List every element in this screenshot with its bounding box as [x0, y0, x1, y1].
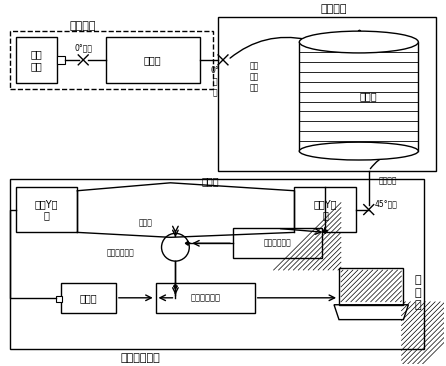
Text: 固定管: 固定管: [201, 176, 219, 186]
Bar: [218, 17, 436, 171]
Text: 对: 对: [213, 77, 217, 86]
Bar: [233, 228, 322, 258]
Text: 计
算
机: 计 算 机: [415, 276, 421, 310]
FancyArrowPatch shape: [230, 37, 306, 58]
Text: 0°熔接: 0°熔接: [74, 44, 92, 52]
Bar: [10, 179, 424, 350]
FancyArrow shape: [173, 283, 178, 289]
Text: 被测光纤: 被测光纤: [321, 4, 347, 14]
Text: 第一Y波
导: 第一Y波 导: [314, 199, 337, 220]
Bar: [62, 283, 116, 313]
Text: 光纤盘: 光纤盘: [360, 92, 378, 101]
Bar: [57, 296, 62, 302]
Text: 外侧尾纤: 外侧尾纤: [379, 176, 397, 185]
Bar: [294, 187, 356, 232]
Bar: [16, 187, 77, 232]
Text: 相关检测电路: 相关检测电路: [190, 293, 220, 302]
Text: 轴: 轴: [213, 88, 217, 97]
Text: 起偏器: 起偏器: [144, 55, 161, 65]
Ellipse shape: [299, 142, 418, 160]
Text: 第二Y波
导: 第二Y波 导: [35, 199, 58, 220]
Text: 非平衡干涉仪: 非平衡干涉仪: [121, 353, 161, 363]
Bar: [16, 37, 58, 83]
Text: 扫描臂: 扫描臂: [139, 218, 153, 227]
Text: 45°对轴: 45°对轴: [375, 199, 397, 208]
FancyArrow shape: [186, 241, 190, 245]
Text: 缠绕
内侧
尾纤: 缠绕 内侧 尾纤: [250, 61, 259, 92]
FancyArrow shape: [322, 227, 328, 234]
Bar: [58, 56, 66, 64]
Bar: [10, 31, 213, 89]
Text: 探测器: 探测器: [79, 293, 97, 303]
Text: 光程扫描装置: 光程扫描装置: [107, 249, 135, 258]
Bar: [106, 37, 200, 83]
Bar: [156, 283, 255, 313]
Ellipse shape: [299, 31, 418, 53]
Bar: [339, 268, 404, 305]
Polygon shape: [341, 270, 401, 302]
Text: 宽谱
光源: 宽谱 光源: [31, 49, 42, 71]
Text: 光源模块: 光源模块: [70, 21, 96, 31]
Text: 0°: 0°: [211, 66, 219, 75]
Text: 方波发生电路: 方波发生电路: [264, 239, 291, 248]
FancyArrowPatch shape: [370, 151, 411, 169]
